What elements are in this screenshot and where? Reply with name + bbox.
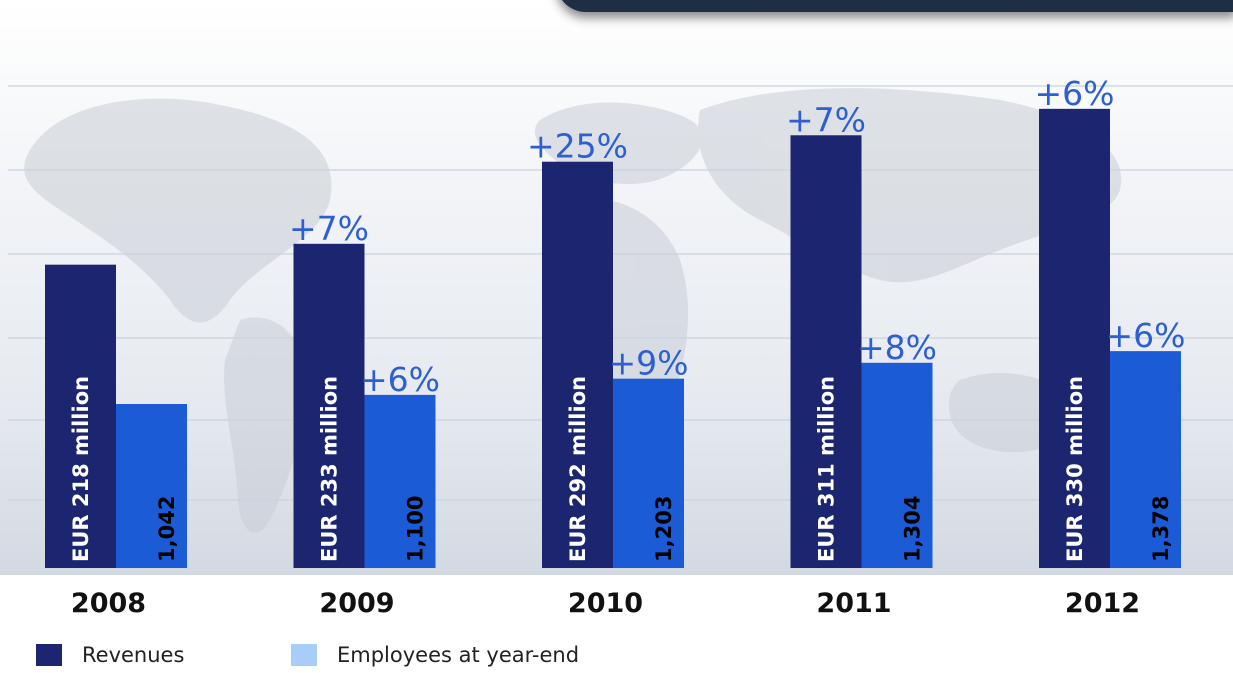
chart-area: EUR 218 million 1,042 EUR 233 million 1,100… (0, 0, 1233, 575)
revenue-value-label: EUR 292 million (566, 376, 590, 562)
revenue-growth-label: +6% (1034, 74, 1114, 113)
employees-value-label: 1,203 (652, 496, 676, 562)
x-tick-label: 2009 (319, 588, 395, 619)
revenue-growth-label: +25% (527, 127, 628, 166)
revenue-bar (1039, 108, 1110, 568)
x-tick-label: 2012 (1064, 588, 1141, 619)
employees-value-label: 1,042 (155, 496, 179, 562)
employees-value-label: 1,304 (901, 496, 925, 562)
employees-bar (613, 378, 684, 568)
employees-bar (861, 362, 933, 568)
x-tick-label: 2011 (816, 588, 892, 619)
employees-bar (364, 394, 436, 568)
employees-bar (1110, 351, 1181, 568)
employees-growth-label: +9% (608, 344, 688, 383)
revenue-bar (542, 161, 613, 569)
header-bar (556, 0, 1233, 12)
employees-value-label: 1,100 (404, 496, 428, 562)
revenue-value-label: EUR 311 million (815, 376, 839, 562)
revenue-bar (45, 264, 116, 568)
employees-growth-label: +6% (360, 360, 440, 399)
employees-growth-label: +8% (857, 328, 937, 367)
revenue-value-label: EUR 233 million (318, 376, 342, 562)
legend-item-revenues: Revenues (36, 643, 184, 667)
revenue-value-label: EUR 218 million (69, 376, 93, 562)
legend-swatch-revenues (36, 644, 62, 666)
legend-item-employees: Employees at year-end (291, 643, 579, 667)
employees-value-label: 1,378 (1149, 496, 1173, 562)
revenue-bar (790, 135, 862, 568)
legend-label-revenues: Revenues (82, 643, 185, 667)
bars (45, 108, 1181, 569)
employees-bar (116, 404, 187, 568)
labels: EUR 218 million 1,042 EUR 233 million 1,100… (69, 74, 1186, 562)
legend-swatch-employees (291, 644, 317, 666)
revenue-bar (293, 243, 365, 568)
legend-label-employees: Employees at year-end (337, 643, 580, 667)
x-tick-label: 2008 (70, 588, 147, 619)
employees-growth-label: +6% (1105, 316, 1185, 355)
chart-svg: EUR 218 million 1,042 EUR 233 million 1,100… (8, 74, 1233, 569)
revenue-growth-label: +7% (289, 209, 369, 248)
revenue-growth-label: +7% (786, 100, 866, 139)
x-tick-label: 2010 (567, 588, 644, 619)
revenue-value-label: EUR 330 million (1063, 376, 1087, 562)
